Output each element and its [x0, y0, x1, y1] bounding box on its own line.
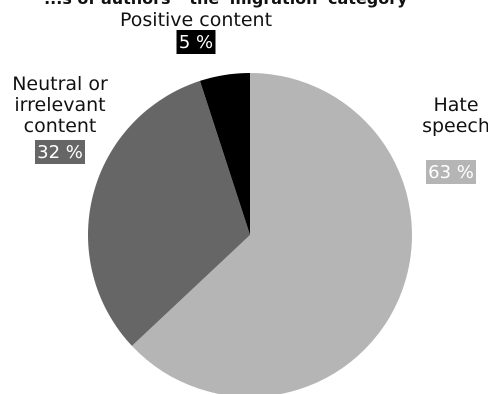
slice-name-label: Neutral or: [12, 73, 108, 95]
slice-name-label: speech: [422, 115, 488, 137]
slice-name-label: content: [24, 115, 97, 137]
chart-title: ...s of authors' "the 'migration' catego…: [44, 0, 416, 8]
slice-name-label: Positive content: [120, 9, 272, 31]
value-label: 32 %: [37, 142, 83, 163]
value-label: 5 %: [179, 32, 213, 53]
value-label: 63 %: [428, 162, 474, 183]
slice-name-label: irrelevant: [14, 94, 105, 116]
pie-slices: [88, 73, 412, 394]
slice-name-label: Hate: [433, 94, 478, 116]
